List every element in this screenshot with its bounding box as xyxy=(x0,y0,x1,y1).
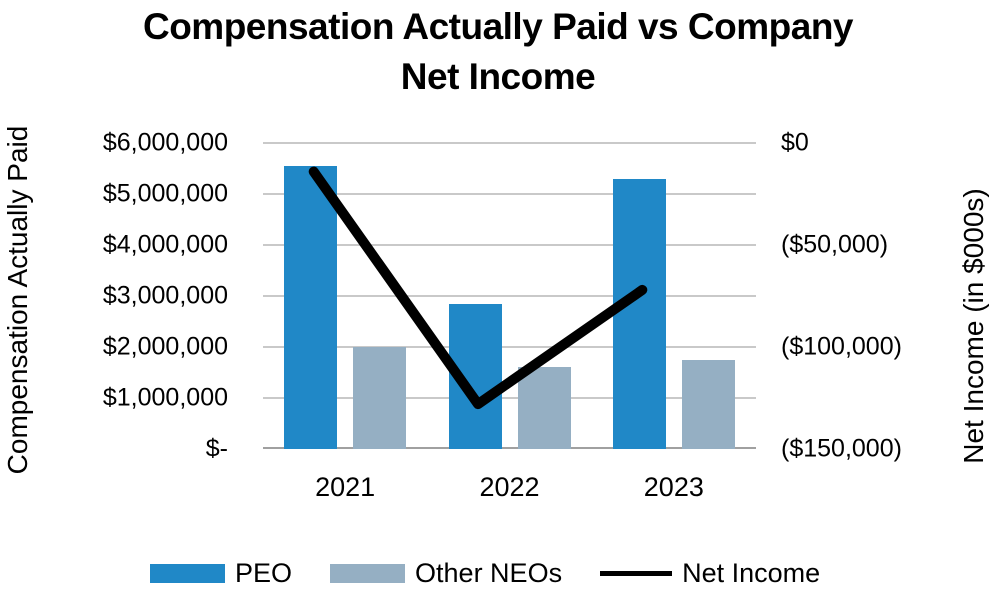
right-axis-title: Net Income (in $000s) xyxy=(958,188,989,464)
x-axis-label-2023: 2023 xyxy=(643,472,704,502)
legend-label: Net Income xyxy=(682,558,821,588)
legend-item-net-income: Net Income xyxy=(600,558,820,589)
legend-item-other-neos: Other NEOs xyxy=(330,558,562,589)
bar-other-neos-2023 xyxy=(681,359,735,449)
gridline xyxy=(263,397,756,399)
gridline xyxy=(263,193,756,195)
chart-title-line2: Net Income xyxy=(400,56,596,97)
x-axis-label-2022: 2022 xyxy=(479,472,540,502)
left-axis-tick: $1,000,000 xyxy=(102,383,228,412)
chart-title-line1: Compensation Actually Paid vs Company xyxy=(142,6,854,47)
legend-swatch-other-neos xyxy=(330,564,406,583)
gridline xyxy=(263,244,756,246)
left-axis-tick: $4,000,000 xyxy=(102,230,228,259)
x-axis-line xyxy=(263,447,756,449)
bar-peo-2023 xyxy=(612,178,666,449)
legend-swatch-net-income xyxy=(600,571,673,576)
bar-other-neos-2021 xyxy=(353,347,407,449)
bar-other-neos-2022 xyxy=(517,367,571,449)
net-income-line xyxy=(308,166,648,410)
legend-label: Other NEOs xyxy=(415,558,563,588)
plot-area xyxy=(263,142,756,449)
x-axis-label-2021: 2021 xyxy=(315,472,376,502)
legend-label: PEO xyxy=(235,558,293,588)
left-axis-title: Compensation Actually Paid xyxy=(2,125,33,475)
bar-peo-2021 xyxy=(284,165,338,449)
right-axis-tick: ($50,000) xyxy=(781,230,889,259)
left-axis-tick: $3,000,000 xyxy=(102,281,228,310)
gridline xyxy=(263,142,756,144)
left-axis-tick: $2,000,000 xyxy=(102,332,228,361)
right-axis-tick: ($100,000) xyxy=(781,332,902,361)
chart-title: Compensation Actually Paid vs Company Ne… xyxy=(0,2,996,102)
right-axis-tick: $0 xyxy=(781,128,809,157)
legend-item-peo: PEO xyxy=(150,558,292,589)
legend-swatch-peo xyxy=(150,564,225,583)
left-axis-tick: $6,000,000 xyxy=(102,128,228,157)
left-axis-tick: $- xyxy=(205,434,228,463)
gridline xyxy=(263,295,756,297)
line-layer xyxy=(308,166,648,410)
right-axis-tick: ($150,000) xyxy=(781,434,902,463)
gridline xyxy=(263,346,756,348)
left-axis-tick: $5,000,000 xyxy=(102,179,228,208)
legend: PEO Other NEOs Net Income xyxy=(150,558,820,589)
